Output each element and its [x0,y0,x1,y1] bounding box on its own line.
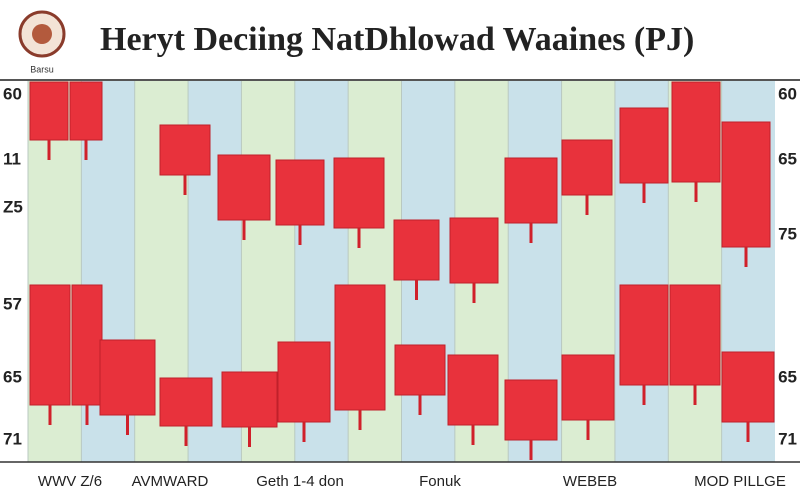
red-block [561,139,613,196]
left-axis-label: 57 [3,294,22,313]
red-block [29,81,69,141]
left-axis-label: 71 [3,429,22,448]
red-block [504,157,558,224]
bottom-label: MOD PILLGE [694,473,786,490]
red-block [277,341,331,423]
logo-center [32,24,52,44]
right-axis-label: 75 [778,224,797,243]
left-axis-label: Z5 [3,197,23,216]
red-block [671,81,721,183]
red-block [561,354,615,421]
red-block [619,284,669,386]
title: Heryt Deciing NatDhlowad Waaines (PJ) [100,21,694,58]
right-axis-label: 65 [778,149,797,168]
red-block [504,379,558,441]
bottom-label: WWV Z/6 [38,473,102,490]
red-block [29,284,71,406]
left-axis-label: 65 [3,367,22,386]
bottom-label: Fonuk [419,473,461,490]
bottom-label: Geth 1-4 don [256,473,344,490]
red-block [221,371,278,428]
right-axis-label: 71 [778,429,797,448]
red-block [334,284,386,411]
red-block [333,157,385,229]
red-block [275,159,325,226]
red-block [71,284,103,406]
red-block [721,351,775,423]
red-block [721,121,771,248]
red-block [69,81,103,141]
red-block [619,107,669,184]
red-block [217,154,271,221]
right-axis-label: 65 [778,367,797,386]
red-block [159,124,211,176]
bottom-label: AVMWARD [132,473,209,490]
red-block [669,284,721,386]
bottom-label: WEBEB [563,473,617,490]
right-axis-label: 60 [778,84,797,103]
red-block [449,217,499,284]
red-block [447,354,499,426]
plot-area [27,81,775,462]
red-block [99,339,156,416]
red-block [159,377,213,427]
red-block [394,344,446,396]
red-block [393,219,440,281]
left-axis-label: 11 [3,149,21,168]
logo-caption: Barsu [30,64,54,74]
left-axis-label: 60 [3,84,22,103]
